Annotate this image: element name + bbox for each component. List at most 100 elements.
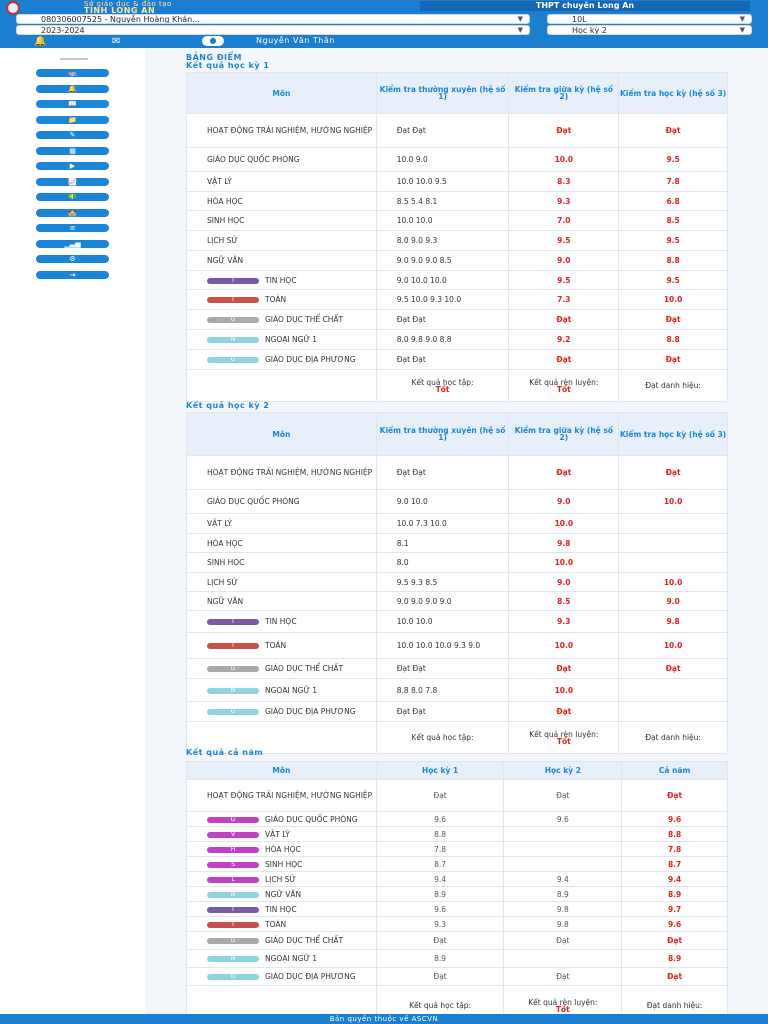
user-avatar-icon[interactable]: ●: [202, 36, 224, 46]
term1-table: Môn Kiểm tra thường xuyên (hệ số 1) Kiểm t…: [186, 72, 728, 402]
table-row: SINH HỌC 10.0 10.0 7.0 8.5: [186, 210, 728, 231]
sidebar-button-logout[interactable]: ⇥: [36, 271, 109, 279]
score-cell: 7.8: [375, 841, 505, 857]
subject-cell: HOẠT ĐỘNG TRẢI NGHIỆM, HƯỚNG NGHIỆP: [186, 113, 377, 148]
subject-name: LỊCH SỬ: [207, 236, 238, 245]
score-cell: 8.5: [508, 591, 620, 611]
column-header: Môn: [186, 761, 377, 780]
table-row: S SINH HỌC 8.7 8.7: [186, 856, 728, 872]
year-table: Môn Học kỳ 1 Học kỳ 2 Cả năm HOẠT ĐỘNG TRẢI …: [186, 761, 728, 1024]
score-cell: 8.0 9.8 9.0 8.8: [375, 329, 510, 350]
subject-cell: HOẠT ĐỘNG TRẢI NGHIỆM, HƯỚNG NGHIỆP: [186, 779, 377, 812]
score-cell: 9.3: [508, 191, 620, 211]
subject-name: VẬT LÝ: [265, 829, 290, 839]
score-cell: 8.8: [375, 826, 505, 842]
score-cell: 9.5: [618, 230, 728, 251]
score-cell: 8.3: [508, 171, 620, 192]
training-result-value: Tốt: [556, 736, 571, 746]
score-cell: 9.0: [618, 591, 728, 611]
subject-name: TOÁN: [265, 295, 287, 304]
sidebar-button-school[interactable]: 🏫: [36, 209, 109, 217]
folder-icon: 📁: [68, 116, 77, 124]
score-cell: 10.0: [618, 489, 728, 514]
subject-badge: G: [207, 938, 259, 944]
subject-badge: G: [207, 974, 259, 980]
class-select[interactable]: 10L ▼: [547, 14, 752, 24]
sidebar-button-calendar[interactable]: ▦: [36, 147, 109, 155]
subject-cell: G GIÁO DỤC THỂ CHẤT: [186, 658, 377, 679]
score-cell: 10.0 7.3 10.0: [375, 513, 510, 534]
score-cell: Đạt: [618, 309, 728, 330]
column-header: Môn: [186, 412, 377, 456]
subject-cell: GIÁO DỤC QUỐC PHÒNG: [186, 147, 377, 172]
score-cell: 9.0 10.0: [375, 489, 510, 514]
sidebar-button-bell[interactable]: 🔔: [36, 85, 109, 93]
score-cell: 7.0: [508, 210, 620, 231]
subject-name: TOÁN: [265, 919, 287, 929]
score-cell: 10.0 10.0: [375, 610, 510, 633]
sidebar-button-bus[interactable]: 🚌: [36, 69, 109, 77]
score-cell: Đạt: [503, 931, 623, 950]
score-cell: 9.3: [375, 916, 505, 932]
score-cell: Đạt: [618, 658, 728, 679]
year-select[interactable]: 2023-2024 ▼: [16, 25, 530, 35]
subject-cell: G GIÁO DỤC ĐỊA PHƯƠNG: [186, 349, 377, 370]
score-cell: Đạt: [621, 967, 728, 986]
student-select[interactable]: 080306007525 - Nguyễn Hoàng Khán... ▼: [16, 14, 530, 24]
score-cell: Đạt: [618, 455, 728, 490]
score-cell: Đạt: [508, 349, 620, 370]
sidebar-button-book[interactable]: 📖: [36, 100, 109, 108]
subject-cell: T TIN HỌC: [186, 901, 377, 917]
subject-cell: G GIÁO DỤC QUỐC PHÒNG: [186, 811, 377, 827]
sidebar-button-settings[interactable]: ⚙: [36, 255, 109, 263]
score-cell: 9.0: [508, 572, 620, 592]
score-cell: 9.5 10.0 9.3 10.0: [375, 289, 510, 310]
score-cell: Đạt: [618, 113, 728, 148]
province-label: TỈNH LONG AN: [84, 6, 156, 15]
column-header: Kiểm tra giữa kỳ (hệ số 2): [508, 412, 620, 456]
subject-name: GIÁO DỤC QUỐC PHÒNG: [207, 497, 300, 506]
subject-cell: NGỮ VĂN: [186, 250, 377, 271]
sidebar-button-folder[interactable]: 📁: [36, 116, 109, 124]
subject-badge: V: [207, 831, 259, 838]
score-cell: 8.9: [621, 949, 728, 968]
sidebar-button-list[interactable]: ≡: [36, 224, 109, 232]
score-cell: Đạt: [508, 658, 620, 679]
subject-cell: LỊCH SỬ: [186, 230, 377, 251]
score-cell: 10.0: [618, 289, 728, 310]
score-cell: Đạt: [508, 455, 620, 490]
chevron-down-icon: ▼: [517, 26, 523, 34]
score-cell: [503, 856, 623, 872]
score-cell: [618, 701, 728, 722]
score-cell: 10.0: [618, 632, 728, 659]
sidebar-button-chart-line[interactable]: 📈: [36, 178, 109, 186]
subject-name: TIN HỌC: [265, 904, 297, 914]
notification-bell-icon[interactable]: 🔔: [34, 36, 47, 47]
table-row: G GIÁO DỤC ĐỊA PHƯƠNG Đạt Đạt Đạt: [186, 701, 728, 722]
subject-name: GIÁO DỤC THỂ CHẤT: [265, 664, 344, 673]
chart-line-icon: 📈: [68, 178, 77, 186]
score-cell: 10.0: [618, 572, 728, 592]
score-cell: 8.1: [375, 533, 510, 553]
term-select[interactable]: Học kỳ 2 ▼: [547, 25, 752, 35]
sidebar-button-pen[interactable]: ✎: [36, 131, 109, 139]
sidebar-button-money[interactable]: 💵: [36, 193, 109, 201]
table-row: VẬT LÝ 10.0 7.3 10.0 10.0: [186, 513, 728, 534]
sidebar-button-video[interactable]: ▶: [36, 162, 109, 170]
subject-cell: T TIN HỌC: [186, 610, 377, 633]
score-cell: 8.0: [375, 552, 510, 573]
score-cell: 9.5 9.3 8.5: [375, 572, 510, 592]
study-result-label: Kết quả học tập:: [411, 733, 474, 742]
sidebar-button-bar-chart[interactable]: ▁▃▅: [36, 240, 109, 248]
money-icon: 💵: [68, 193, 77, 201]
header-bar: Sở giáo dục & đào tạo TỈNH LONG AN THPT …: [0, 0, 768, 48]
subject-badge: T: [207, 297, 259, 303]
message-icon[interactable]: ✉: [112, 36, 121, 47]
department-label: Sở giáo dục & đào tạo: [84, 0, 172, 8]
user-name[interactable]: Nguyễn Văn Thân: [256, 36, 335, 45]
study-result: Kết quả học tập:: [375, 721, 510, 754]
table-row: LỊCH SỬ 9.5 9.3 8.5 9.0 10.0: [186, 572, 728, 592]
table-row: T TIN HỌC 9.0 10.0 10.0 9.5 9.5: [186, 270, 728, 290]
score-cell: 9.7: [621, 901, 728, 917]
subject-name: LỊCH SỬ: [207, 577, 238, 587]
